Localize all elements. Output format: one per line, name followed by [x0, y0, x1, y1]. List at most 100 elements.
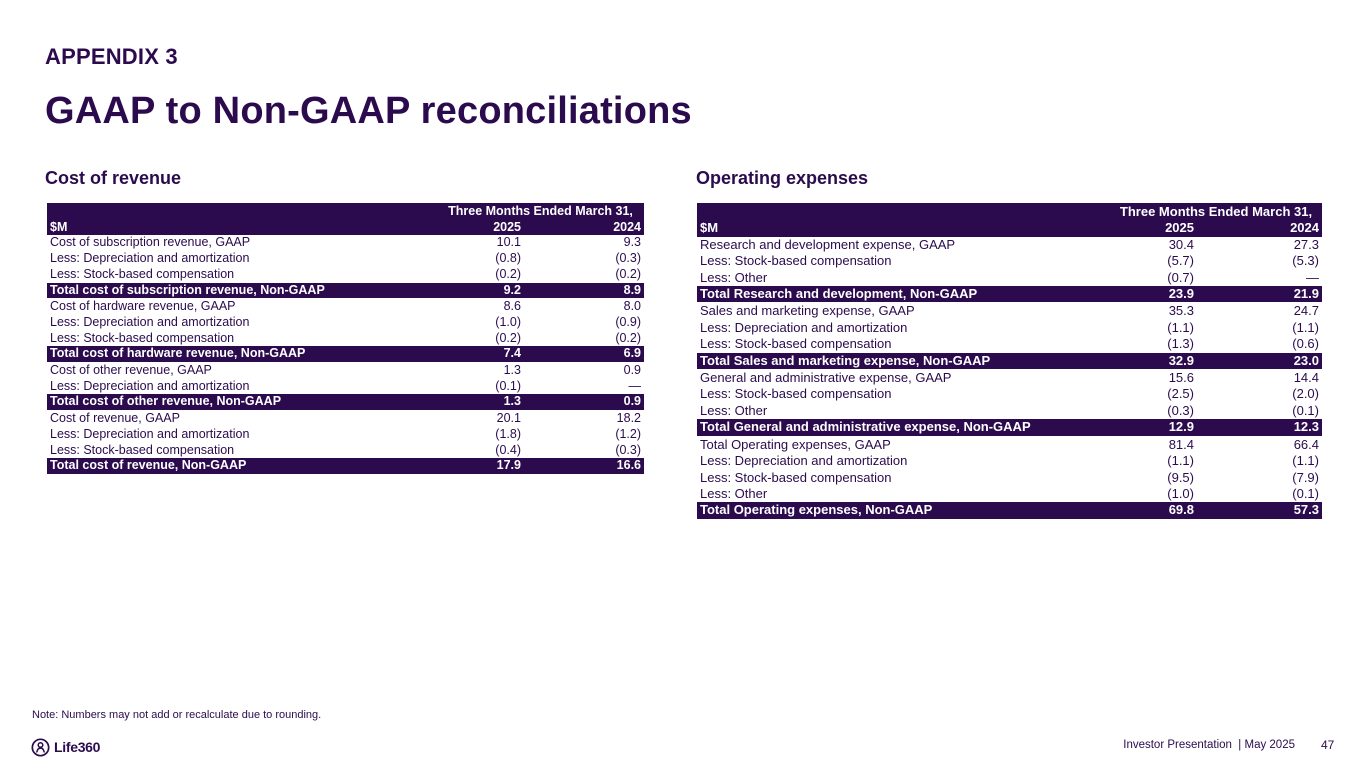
table-row: Less: Other (0.7) —: [697, 270, 1322, 286]
table-row: Sales and marketing expense, GAAP 35.3 24.…: [697, 303, 1322, 320]
table-row: Less: Stock-based compensation (5.7) (5.3): [697, 253, 1322, 269]
value-2025: (1.0): [495, 314, 521, 329]
value-2025: 35.3: [1168, 303, 1194, 319]
year-2025-header: 2025: [493, 219, 521, 234]
total-row: Total cost of subscription revenue, Non-…: [47, 282, 645, 300]
page-title: GAAP to Non-GAAP reconciliations: [45, 90, 692, 132]
value-2025: 69.8: [1077, 502, 1197, 520]
value-2025: (2.5): [1167, 386, 1194, 402]
page-number: 47: [1321, 738, 1335, 752]
value-2025: 1.3: [503, 363, 521, 378]
row-label: Less: Depreciation and amortization: [700, 453, 908, 469]
value-2025: 7.4: [404, 346, 524, 364]
value-2024: 6.9: [524, 346, 645, 364]
row-label: Less: Stock-based compensation: [700, 253, 892, 269]
value-2025: 12.9: [1077, 419, 1197, 437]
table-row: Cost of other revenue, GAAP 1.3 0.9: [47, 363, 644, 379]
value-2025: 17.9: [404, 458, 524, 475]
value-2024: 57.3: [1197, 502, 1322, 520]
total-row: Total cost of revenue, Non-GAAP 17.9 16.6: [47, 458, 645, 475]
value-2025: 10.1: [496, 235, 521, 250]
row-label: Less: Stock-based compensation: [700, 336, 892, 352]
cost-of-revenue-table: Three Months Ended March 31, $M 2025 202…: [47, 203, 645, 475]
row-label: Total Operating expenses, GAAP: [700, 436, 891, 452]
row-label: Less: Other: [700, 269, 768, 285]
value-2024: 16.6: [524, 458, 645, 475]
table-row: Cost of revenue, GAAP 20.1 18.2: [47, 411, 644, 427]
value-2025: 30.4: [1168, 236, 1194, 252]
total-row: Total Research and development, Non-GAAP…: [697, 286, 1322, 304]
row-label: Less: Depreciation and amortization: [50, 251, 250, 266]
value-2024: (1.1): [1292, 319, 1319, 335]
table-header-period-row: Three Months Ended March 31,: [47, 203, 645, 220]
table-row: Less: Depreciation and amortization (1.8)…: [47, 427, 644, 443]
value-2024: —: [628, 378, 642, 393]
total-row: Total General and administrative expense…: [697, 419, 1322, 437]
operating-expenses-heading: Operating expenses: [696, 168, 869, 188]
value-2024: 23.0: [1197, 352, 1322, 371]
value-2025: 8.6: [503, 299, 521, 314]
value-2025: 32.9: [1077, 352, 1197, 371]
value-2025: (1.0): [1167, 485, 1194, 501]
value-2025: (0.2): [495, 266, 521, 281]
total-row: Total cost of other revenue, Non-GAAP 1.3…: [47, 394, 645, 412]
total-row: Total cost of hardware revenue, Non-GAAP…: [47, 346, 645, 364]
row-label: Less: Depreciation and amortization: [50, 426, 250, 441]
value-2025: (1.1): [1167, 453, 1194, 469]
row-label: General and administrative expense, GAAP: [700, 370, 952, 386]
value-2025: (0.1): [495, 378, 521, 393]
value-2025: (1.1): [1167, 319, 1194, 335]
total-row: Total Sales and marketing expense, Non-G…: [697, 352, 1322, 371]
rounding-note: Note: Numbers may not add or recalculate…: [32, 709, 322, 721]
value-2024: 8.0: [623, 299, 642, 314]
value-2024: 66.4: [1293, 436, 1319, 452]
row-label: Cost of hardware revenue, GAAP: [50, 299, 236, 314]
row-label: Less: Depreciation and amortization: [50, 378, 250, 393]
table-row: General and administrative expense, GAAP…: [697, 370, 1322, 387]
value-2025: 23.9: [1077, 286, 1197, 304]
unit-header: $M: [700, 220, 719, 236]
row-label: Research and development expense, GAAP: [700, 236, 956, 252]
value-2024: (0.2): [615, 266, 642, 281]
table-row: Less: Stock-based compensation (9.5) (7.9): [697, 470, 1322, 486]
value-2024: 0.9: [524, 394, 645, 412]
value-2024: 18.2: [616, 411, 642, 426]
year-2024-header: 2024: [613, 219, 642, 234]
row-label: Total cost of revenue, Non-GAAP: [47, 458, 404, 475]
row-label: Cost of subscription revenue, GAAP: [50, 235, 251, 250]
row-label: Total General and administrative expense…: [697, 419, 1077, 437]
table-row: Less: Other (0.3) (0.1): [697, 403, 1322, 419]
row-label: Total Research and development, Non-GAAP: [697, 286, 1077, 304]
value-2024: 9.3: [623, 235, 642, 250]
table-row: Less: Stock-based compensation (0.4) (0.3): [47, 443, 644, 459]
row-label: Less: Stock-based compensation: [50, 266, 235, 281]
period-header: Three Months Ended March 31,: [1119, 204, 1313, 219]
table-row: Less: Depreciation and amortization (1.1)…: [697, 320, 1322, 336]
logo-text: Life360: [54, 739, 101, 755]
value-2024: (0.3): [615, 251, 642, 266]
table-row: Less: Stock-based compensation (2.5) (2.0): [697, 386, 1322, 402]
value-2024: 12.3: [1197, 419, 1322, 437]
value-2024: 24.7: [1293, 303, 1319, 319]
table-row: Cost of subscription revenue, GAAP 10.1 9.…: [47, 235, 644, 251]
table-row: Less: Depreciation and amortization (0.1)…: [47, 379, 644, 395]
value-2024: (0.1): [1292, 402, 1319, 418]
row-label: Less: Other: [700, 485, 768, 501]
table-row: Less: Depreciation and amortization (1.0)…: [47, 315, 644, 331]
table-row: Research and development expense, GAAP 30…: [697, 237, 1322, 253]
value-2025: (0.4): [495, 442, 521, 457]
row-label: Total cost of subscription revenue, Non-…: [47, 282, 404, 300]
value-2025: (9.5): [1167, 469, 1194, 485]
row-label: Less: Stock-based compensation: [50, 330, 235, 345]
table-row: Total Operating expenses, GAAP 81.4 66.4: [697, 436, 1322, 453]
row-label: Total Operating expenses, Non-GAAP: [697, 502, 1077, 520]
value-2024: (1.1): [1292, 453, 1319, 469]
value-2025: (0.7): [1167, 269, 1194, 285]
value-2024: (7.9): [1292, 469, 1319, 485]
unit-header: $M: [50, 219, 68, 234]
cost-of-revenue-heading: Cost of revenue: [45, 168, 182, 188]
row-label: Sales and marketing expense, GAAP: [700, 303, 915, 319]
total-row: Total Operating expenses, Non-GAAP 69.8 57…: [697, 502, 1322, 520]
row-label: Total cost of other revenue, Non-GAAP: [47, 394, 404, 412]
value-2024: (0.2): [615, 330, 642, 345]
